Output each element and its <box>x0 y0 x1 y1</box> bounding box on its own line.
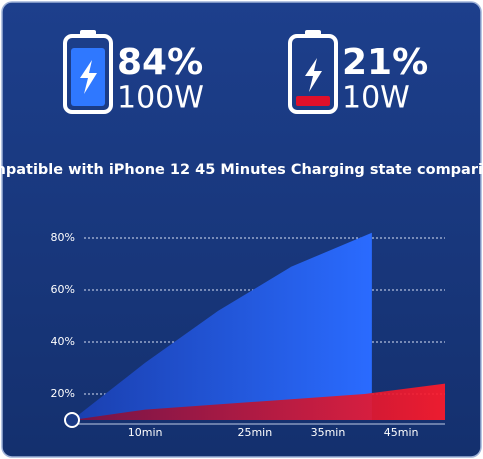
percent: 84% <box>117 42 203 83</box>
y-tick-label: 80% <box>51 231 75 244</box>
area <box>72 383 445 420</box>
chart-title: Compatible with iPhone 12 45 Minutes Cha… <box>0 162 483 178</box>
origin-marker <box>64 412 80 428</box>
power: 10W <box>342 81 410 116</box>
area <box>72 232 372 420</box>
x-tick-label: 35min <box>311 426 346 439</box>
x-tick-label: 45min <box>384 426 419 439</box>
y-tick-label: 40% <box>51 335 75 348</box>
power: 100W <box>117 81 204 116</box>
battery-icon <box>63 30 113 114</box>
x-tick-label: 10min <box>128 426 163 439</box>
percent: 21% <box>342 42 428 83</box>
y-tick-label: 60% <box>51 283 75 296</box>
y-tick-label: 20% <box>51 387 75 400</box>
battery-icon <box>288 30 338 114</box>
x-tick-label: 25min <box>237 426 272 439</box>
